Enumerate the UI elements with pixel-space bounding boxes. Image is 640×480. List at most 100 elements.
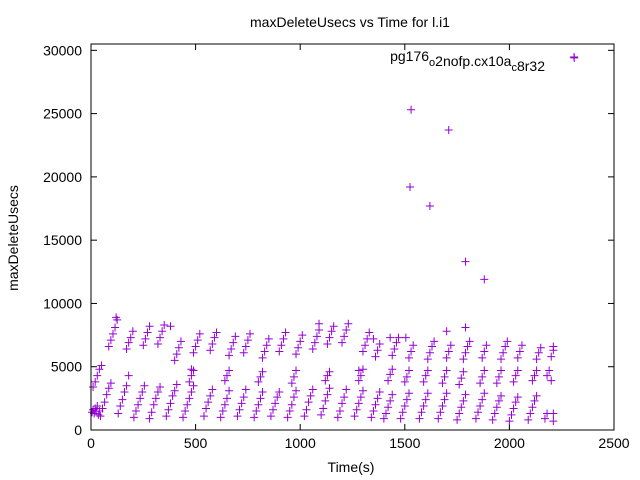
data-point: [96, 412, 105, 421]
data-point: [438, 401, 447, 410]
data-point: [501, 342, 510, 351]
data-point: [189, 348, 198, 357]
data-point: [421, 371, 430, 380]
data-point: [459, 355, 468, 364]
x-tick-label: 2000: [494, 435, 525, 451]
plot-frame: [90, 43, 615, 431]
x-tick-label: 2500: [598, 435, 629, 451]
data-point: [406, 183, 415, 192]
data-point: [442, 389, 451, 398]
data-point: [104, 384, 113, 393]
data-point: [457, 403, 466, 412]
data-point: [461, 348, 470, 357]
data-point: [356, 393, 365, 402]
data-point: [108, 329, 117, 338]
data-point: [528, 403, 537, 412]
data-point: [158, 327, 167, 336]
data-point: [319, 404, 328, 413]
data-point: [233, 412, 242, 421]
data-point: [166, 322, 175, 331]
data-point: [329, 322, 338, 331]
data-point: [262, 341, 271, 350]
data-point: [323, 371, 332, 380]
data-point: [93, 401, 102, 410]
data-point: [536, 343, 545, 352]
data-point: [402, 395, 411, 404]
data-point: [323, 390, 332, 399]
data-point: [118, 395, 127, 404]
data-point: [129, 413, 138, 422]
data-point: [256, 372, 265, 381]
y-tick-label: 25000: [43, 106, 82, 122]
data-point: [325, 333, 334, 342]
y-tick-label: 20000: [43, 169, 82, 185]
y-tick-label: 0: [74, 422, 82, 438]
data-point: [225, 386, 234, 395]
data-point: [156, 382, 165, 391]
data-point: [94, 410, 103, 419]
data-point: [494, 396, 503, 405]
y-tick-label: 10000: [43, 295, 82, 311]
data-point: [250, 413, 259, 422]
data-point: [185, 377, 194, 386]
data-point: [258, 353, 267, 362]
data-point: [206, 346, 215, 355]
data-point: [478, 395, 487, 404]
data-point: [122, 345, 131, 354]
data-point: [134, 400, 143, 409]
data-point: [208, 339, 217, 348]
data-point: [511, 398, 520, 407]
data-point: [308, 345, 317, 354]
data-point: [459, 396, 468, 405]
data-point: [513, 393, 522, 402]
data-point: [139, 341, 148, 350]
data-point: [176, 337, 185, 346]
data-point: [354, 399, 363, 408]
y-axis-label: maxDeleteUsecs: [5, 185, 21, 291]
x-tick-label: 1500: [389, 435, 420, 451]
data-point: [434, 414, 443, 423]
data-point: [128, 327, 137, 336]
data-point: [528, 376, 537, 385]
data-point: [455, 409, 464, 418]
data-point: [492, 379, 501, 388]
data-point: [323, 339, 332, 348]
data-point: [112, 313, 121, 322]
data-point: [187, 365, 196, 374]
data-point: [530, 396, 539, 405]
data-point: [465, 337, 474, 346]
data-point: [386, 396, 395, 405]
data-point: [170, 386, 179, 395]
data-point: [457, 374, 466, 383]
data-point: [474, 408, 483, 417]
data-point: [476, 379, 485, 388]
data-point: [384, 403, 393, 412]
axis-ticks: 0 500 1000 1500 2000 250005000100001500020000…: [43, 42, 630, 451]
data-point: [415, 414, 424, 423]
data-point: [549, 409, 558, 418]
data-point: [325, 384, 334, 393]
data-point: [202, 404, 211, 413]
data-point: [511, 371, 520, 380]
data-point: [388, 365, 397, 374]
data-point: [340, 393, 349, 402]
data-point: [317, 410, 326, 419]
data-point: [436, 408, 445, 417]
data-point: [220, 400, 229, 409]
data-point: [97, 361, 106, 370]
data-point: [340, 332, 349, 341]
data-point: [338, 399, 347, 408]
data-point: [239, 393, 248, 402]
data-point: [423, 366, 432, 375]
data-point: [497, 355, 506, 364]
data-point: [296, 337, 305, 346]
data-point: [354, 366, 363, 375]
data-point: [375, 388, 384, 397]
chart-title: maxDeleteUsecs vs Time for l.i1: [250, 14, 450, 30]
data-point: [239, 348, 248, 357]
data-point: [545, 366, 554, 375]
data-point: [442, 353, 451, 362]
data-point: [524, 415, 533, 424]
data-point: [287, 379, 296, 388]
